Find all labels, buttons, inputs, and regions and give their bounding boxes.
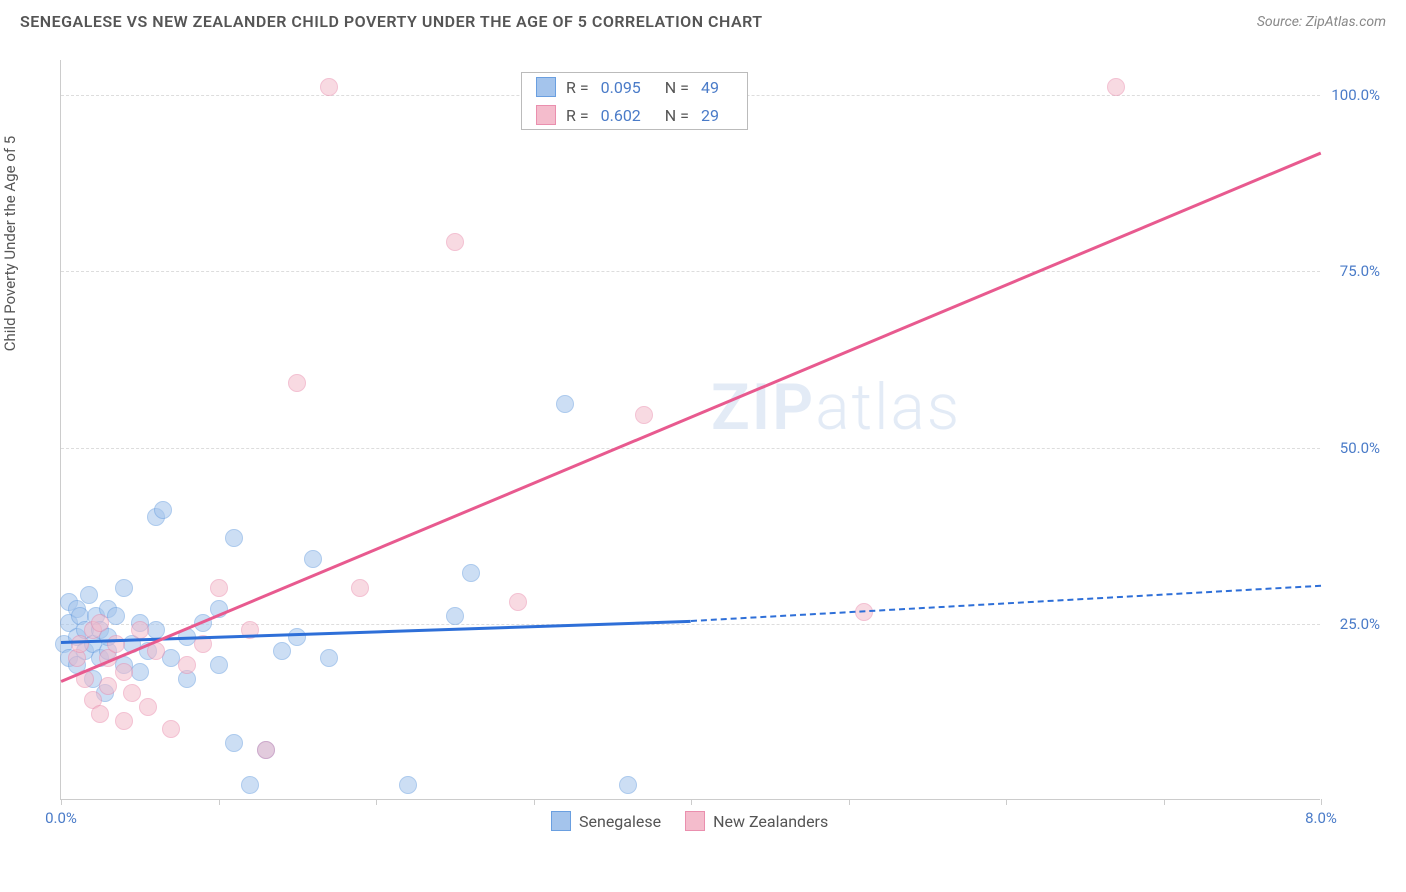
gridline: [61, 271, 1320, 272]
data-point: [131, 621, 149, 639]
data-point: [241, 776, 259, 794]
stats-row: R = 0.602 N = 29: [522, 101, 747, 129]
data-point: [91, 614, 109, 632]
legend-label: Senegalese: [579, 812, 661, 831]
legend-item: Senegalese: [551, 811, 661, 831]
data-point: [462, 564, 480, 582]
stats-row: R = 0.095 N = 49: [522, 73, 747, 101]
data-point: [351, 579, 369, 597]
data-point: [304, 550, 322, 568]
data-point: [154, 501, 172, 519]
stat-n-value: 29: [701, 106, 719, 125]
data-point: [225, 734, 243, 752]
y-tick-label: 75.0%: [1340, 262, 1380, 280]
watermark: ZIPatlas: [711, 370, 961, 445]
data-point: [320, 78, 338, 96]
data-point: [123, 684, 141, 702]
x-tick: [1006, 799, 1007, 805]
data-point: [399, 776, 417, 794]
legend-label: New Zealanders: [713, 812, 828, 831]
data-point: [115, 663, 133, 681]
x-tick-label: 8.0%: [1305, 809, 1337, 827]
data-point: [115, 579, 133, 597]
x-tick: [61, 799, 62, 805]
data-point: [509, 593, 527, 611]
stat-r-value: 0.602: [601, 106, 641, 125]
data-point: [91, 705, 109, 723]
x-tick-label: 0.0%: [45, 809, 77, 827]
data-point: [288, 374, 306, 392]
gridline: [61, 448, 1320, 449]
data-point: [210, 656, 228, 674]
data-point: [99, 677, 117, 695]
legend-swatch: [685, 811, 705, 831]
data-point: [147, 621, 165, 639]
regression-line: [61, 152, 1322, 683]
data-point: [107, 607, 125, 625]
data-point: [1107, 78, 1125, 96]
y-axis-label: Child Poverty Under the Age of 5: [1, 136, 19, 352]
data-point: [273, 642, 291, 660]
data-point: [446, 233, 464, 251]
stat-n-label: N =: [665, 106, 689, 125]
data-point: [288, 628, 306, 646]
data-point: [139, 698, 157, 716]
data-point: [225, 529, 243, 547]
bottom-legend: Senegalese New Zealanders: [551, 811, 828, 831]
data-point: [178, 656, 196, 674]
regression-dashed: [691, 585, 1321, 622]
data-point: [131, 663, 149, 681]
data-point: [107, 635, 125, 653]
y-tick-label: 100.0%: [1331, 86, 1380, 104]
x-tick: [376, 799, 377, 805]
legend-swatch: [536, 105, 556, 125]
data-point: [71, 635, 89, 653]
legend-item: New Zealanders: [685, 811, 828, 831]
x-tick: [849, 799, 850, 805]
data-point: [257, 741, 275, 759]
data-point: [619, 776, 637, 794]
x-tick: [219, 799, 220, 805]
y-tick-label: 25.0%: [1340, 615, 1380, 633]
legend-swatch: [551, 811, 571, 831]
stat-n-label: N =: [665, 78, 689, 97]
data-point: [162, 720, 180, 738]
chart-container: Child Poverty Under the Age of 5 ZIPatla…: [20, 50, 1390, 850]
legend-swatch: [536, 77, 556, 97]
stats-legend: R = 0.095 N = 49 R = 0.602 N = 29: [521, 72, 748, 130]
stat-n-value: 49: [701, 78, 719, 97]
data-point: [115, 712, 133, 730]
x-tick: [1321, 799, 1322, 805]
data-point: [80, 586, 98, 604]
stat-r-value: 0.095: [601, 78, 641, 97]
x-tick: [1164, 799, 1165, 805]
y-tick-label: 50.0%: [1340, 439, 1380, 457]
stat-r-label: R =: [566, 78, 589, 97]
data-point: [210, 579, 228, 597]
source-label: Source: ZipAtlas.com: [1257, 14, 1386, 30]
data-point: [556, 395, 574, 413]
data-point: [446, 607, 464, 625]
x-tick: [691, 799, 692, 805]
chart-title: SENEGALESE VS NEW ZEALANDER CHILD POVERT…: [20, 12, 763, 31]
data-point: [320, 649, 338, 667]
stat-r-label: R =: [566, 106, 589, 125]
plot-area: ZIPatlas 25.0%50.0%75.0%100.0%0.0%8.0%R …: [60, 60, 1320, 800]
data-point: [635, 406, 653, 424]
x-tick: [534, 799, 535, 805]
